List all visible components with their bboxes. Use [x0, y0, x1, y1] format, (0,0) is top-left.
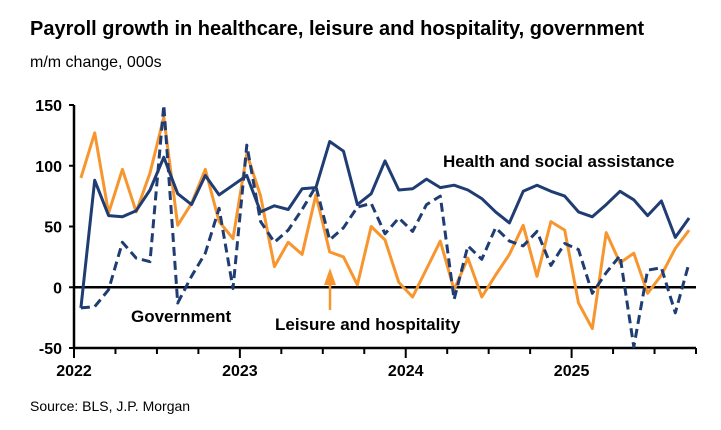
chart-title: Payroll growth in healthcare, leisure an…: [30, 18, 645, 40]
chart-subtitle: m/m change, 000s: [30, 54, 162, 71]
x-tick-label: 2024: [388, 363, 424, 380]
y-tick-label: 100: [35, 159, 62, 176]
y-tick-label: 150: [35, 98, 62, 115]
y-tick-label: 50: [44, 220, 62, 237]
y-tick-label: -50: [39, 341, 62, 358]
series-label: Leisure and hospitality: [275, 315, 461, 334]
source-note: Source: BLS, J.P. Morgan: [30, 398, 191, 414]
y-tick-label: 0: [53, 280, 62, 297]
series-label: Health and social assistance: [443, 152, 675, 171]
arrow-head-icon: [324, 268, 336, 285]
x-tick-label: 2022: [56, 363, 92, 380]
series-label: Government: [131, 307, 231, 326]
x-tick-label: 2023: [222, 363, 258, 380]
x-tick-label: 2025: [554, 363, 590, 380]
